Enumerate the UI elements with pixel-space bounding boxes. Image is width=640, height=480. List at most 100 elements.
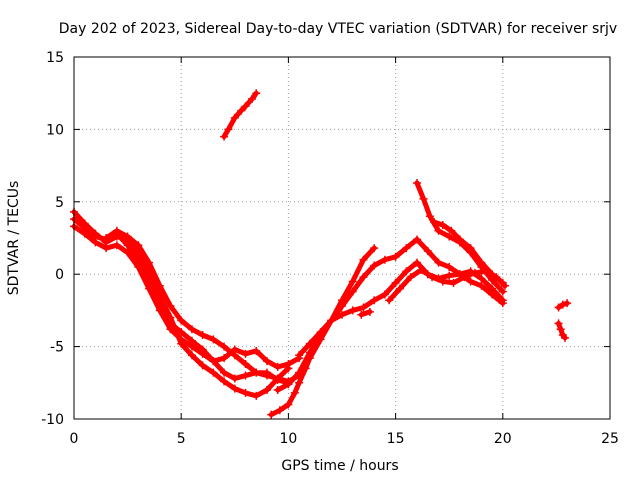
data-point (395, 284, 404, 293)
data-point (123, 241, 132, 250)
x-tick-label: 25 (601, 431, 619, 447)
data-point (554, 319, 563, 328)
data-point (481, 267, 490, 276)
data-point (500, 281, 509, 290)
y-axis-label: SDTVAR / TECUs (6, 181, 22, 296)
data-point (166, 319, 175, 328)
series-track-n (554, 319, 569, 342)
data-point (220, 368, 229, 377)
data-point (434, 258, 443, 267)
data-point (237, 106, 246, 115)
data-point (284, 380, 293, 389)
data-point (198, 345, 207, 354)
data-point (230, 113, 239, 122)
data-point (348, 277, 357, 286)
data-point (224, 125, 233, 134)
data-point (177, 328, 186, 337)
data-point (402, 267, 411, 276)
data-point (402, 244, 411, 253)
y-tick-label: -5 (50, 340, 64, 356)
data-point (241, 388, 250, 397)
series-track-f (267, 244, 379, 419)
data-point (380, 290, 389, 299)
data-point (295, 378, 304, 387)
data-point (198, 361, 207, 370)
data-point (338, 302, 346, 311)
y-tick-label: -10 (41, 412, 64, 428)
data-point (428, 273, 437, 282)
data-point (425, 212, 434, 221)
data-point (488, 290, 497, 299)
data-point (430, 218, 439, 227)
y-tick-label: 5 (55, 195, 64, 211)
data-point (498, 299, 507, 308)
data-point (275, 406, 284, 415)
data-point (391, 278, 400, 287)
data-point (419, 194, 428, 203)
data-point (177, 335, 186, 344)
data-point (385, 296, 394, 305)
data-point (241, 371, 250, 380)
data-point (327, 316, 336, 325)
data-point (241, 102, 250, 111)
data-point (370, 244, 379, 253)
x-tick-label: 5 (177, 431, 186, 447)
data-point (187, 336, 196, 345)
series-line (275, 236, 506, 393)
series-track-e (220, 89, 261, 141)
data-point (556, 325, 565, 334)
data-point (290, 388, 299, 397)
data-point (273, 375, 282, 384)
data-point (273, 386, 282, 395)
data-point (230, 374, 239, 383)
chart-title: Day 202 of 2023, Sidereal Day-to-day VTE… (59, 21, 617, 37)
data-point (284, 359, 293, 368)
data-point (357, 310, 366, 319)
data-point (177, 316, 186, 325)
y-tick-label: 0 (55, 267, 64, 283)
data-point (445, 262, 454, 271)
data-point (209, 368, 218, 377)
x-tick-label: 15 (387, 431, 405, 447)
data-point (252, 391, 261, 400)
y-tick-label: 10 (46, 122, 64, 138)
grid (74, 57, 610, 419)
series-track-l (357, 307, 374, 319)
ticks: 0 5 10 15 20 25 -10 -5 0 5 10 15 (41, 50, 619, 447)
data-point (413, 258, 422, 267)
data-point (230, 351, 239, 360)
data-point (477, 258, 486, 267)
data-point (155, 299, 164, 308)
data-point (470, 268, 479, 277)
data-point (365, 307, 374, 316)
data-point (91, 232, 100, 241)
data-point (209, 335, 218, 344)
data-point (102, 234, 111, 242)
data-point (438, 220, 447, 229)
data-point (370, 296, 379, 305)
data-point (220, 354, 229, 363)
data-point (262, 386, 271, 395)
data-point (112, 241, 121, 250)
data-point (560, 333, 569, 342)
data-point (466, 244, 475, 253)
data-point (166, 302, 175, 311)
data-point (241, 359, 250, 368)
data-point (498, 287, 507, 296)
data-point (445, 271, 454, 280)
data-point (348, 287, 357, 296)
data-point (187, 351, 196, 360)
series-track-d (102, 226, 293, 387)
data-point (80, 223, 89, 232)
series-line (386, 267, 508, 303)
series-line (71, 223, 302, 370)
data-point (252, 346, 261, 355)
data-point (558, 300, 567, 309)
data-point (220, 132, 229, 141)
data-point (554, 303, 563, 312)
data-point (370, 261, 379, 270)
data-point (477, 281, 486, 290)
plot-frame (73, 56, 611, 420)
data-point (241, 349, 250, 358)
